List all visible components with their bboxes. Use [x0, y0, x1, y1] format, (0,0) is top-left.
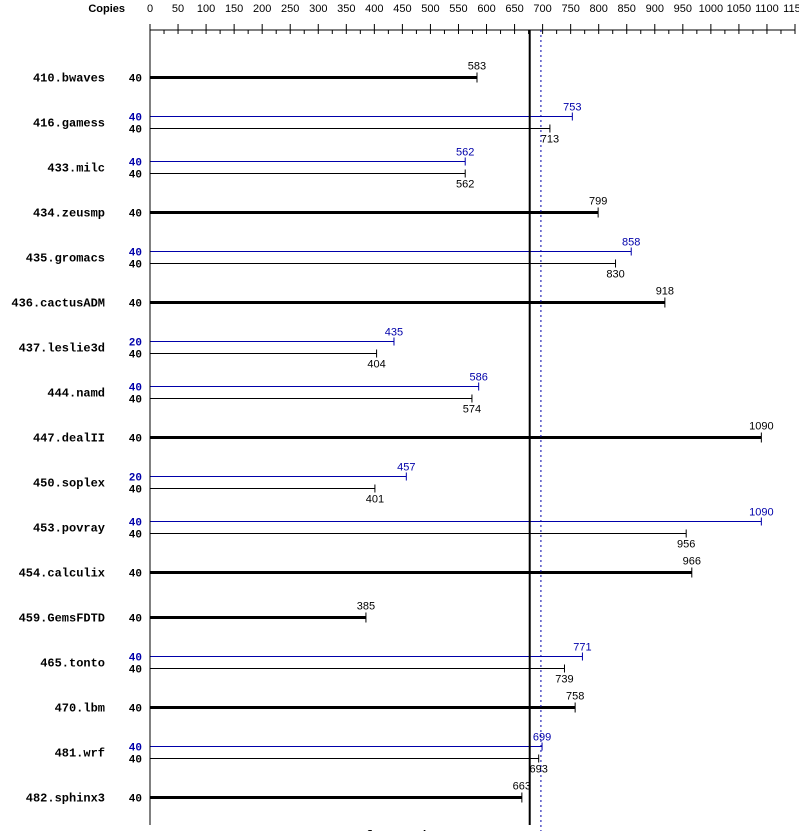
- axis-tick-label: 650: [505, 3, 523, 15]
- base-copies: 40: [129, 170, 142, 182]
- base-value: 830: [606, 269, 624, 281]
- benchmark-label: 470.lbm: [55, 702, 105, 716]
- axis-tick-label: 600: [477, 3, 495, 15]
- benchmark-label: 433.milc: [47, 162, 105, 176]
- peak-copies: 40: [129, 653, 142, 665]
- base-copies: 40: [129, 485, 142, 497]
- axis-tick-label: 800: [590, 3, 608, 15]
- axis-tick-label: 0: [147, 3, 153, 15]
- spec-rate-chart: 0 50 100 150 200 250 300 350 400 450 500 550 600 650 7…: [0, 0, 799, 831]
- peak-copies: 40: [129, 518, 142, 530]
- peak-value: 586: [469, 372, 487, 384]
- base-copies: 40: [129, 755, 142, 767]
- peak-copies: 40: [129, 158, 142, 170]
- axis-tick-label: 1100: [755, 3, 779, 15]
- peak-value: 457: [397, 462, 415, 474]
- base-value: 404: [367, 359, 385, 371]
- base-copies: 40: [129, 260, 142, 272]
- base-copies: 40: [129, 614, 142, 626]
- benchmark-label: 410.bwaves: [33, 72, 105, 86]
- peak-value: 858: [622, 237, 640, 249]
- base-value: 385: [357, 601, 375, 613]
- base-copies: 40: [129, 299, 142, 311]
- axis-tick-label: 1000: [699, 3, 723, 15]
- peak-copies: 40: [129, 248, 142, 260]
- axis-tick-label: 850: [618, 3, 636, 15]
- peak-value: 699: [533, 732, 551, 744]
- base-value: 562: [456, 179, 474, 191]
- peak-value: 771: [573, 642, 591, 654]
- axis-tick-label: 550: [449, 3, 467, 15]
- base-value: 693: [530, 764, 548, 776]
- benchmark-label: 436.cactusADM: [11, 297, 105, 311]
- base-value: 918: [656, 286, 674, 298]
- axis-tick-label: 300: [309, 3, 327, 15]
- peak-value: 562: [456, 147, 474, 159]
- copies-header: Copies: [88, 3, 125, 15]
- peak-value: 435: [385, 327, 403, 339]
- base-copies: 40: [129, 794, 142, 806]
- axis-tick-label: 950: [674, 3, 692, 15]
- base-copies: 40: [129, 395, 142, 407]
- benchmark-label: 435.gromacs: [26, 252, 105, 266]
- axis-tick-label: 700: [533, 3, 551, 15]
- axis-tick-label: 1050: [727, 3, 751, 15]
- axis-tick-label: 350: [337, 3, 355, 15]
- benchmark-label: 459.GemsFDTD: [19, 612, 105, 626]
- axis-tick-label: 450: [393, 3, 411, 15]
- peak-copies: 20: [129, 338, 142, 350]
- axis-tick-label: 1150: [783, 3, 799, 15]
- peak-copies: 40: [129, 743, 142, 755]
- benchmark-label: 416.gamess: [33, 117, 105, 131]
- base-value: 401: [366, 494, 384, 506]
- peak-copies: 40: [129, 383, 142, 395]
- benchmark-label: 450.soplex: [33, 477, 105, 491]
- benchmark-label: 454.calculix: [19, 567, 105, 581]
- base-value: 799: [589, 196, 607, 208]
- peak-value: 753: [563, 102, 581, 114]
- axis-tick-label: 900: [646, 3, 664, 15]
- benchmark-label: 444.namd: [47, 387, 105, 401]
- benchmark-label: 465.tonto: [40, 657, 105, 671]
- base-copies: 40: [129, 350, 142, 362]
- axis-tick-label: 250: [281, 3, 299, 15]
- base-copies: 40: [129, 74, 142, 86]
- peak-copies: 20: [129, 473, 142, 485]
- axis-tick-label: 50: [172, 3, 184, 15]
- peak-value: 1090: [749, 507, 773, 519]
- benchmark-label: 437.leslie3d: [19, 342, 105, 356]
- base-value: 739: [555, 674, 573, 686]
- base-value: 1090: [749, 421, 773, 433]
- base-copies: 40: [129, 209, 142, 221]
- axis-tick-label: 200: [253, 3, 271, 15]
- axis-tick-label: 400: [365, 3, 383, 15]
- axis-tick-label: 100: [197, 3, 215, 15]
- base-value: 966: [683, 556, 701, 568]
- benchmark-label: 447.dealII: [33, 432, 105, 446]
- base-value: 956: [677, 539, 695, 551]
- base-copies: 40: [129, 704, 142, 716]
- base-value: 574: [463, 404, 481, 416]
- base-value: 583: [468, 61, 486, 73]
- base-value: 758: [566, 691, 584, 703]
- benchmark-label: 482.sphinx3: [26, 792, 105, 806]
- base-copies: 40: [129, 125, 142, 137]
- axis-tick-label: 500: [421, 3, 439, 15]
- axis-tick-label: 750: [561, 3, 579, 15]
- base-copies: 40: [129, 569, 142, 581]
- peak-copies: 40: [129, 113, 142, 125]
- base-copies: 40: [129, 530, 142, 542]
- axis-tick-label: 150: [225, 3, 243, 15]
- base-value: 713: [541, 134, 559, 146]
- benchmark-label: 434.zeusmp: [33, 207, 105, 221]
- base-value: 663: [513, 781, 531, 793]
- benchmark-label: 481.wrf: [55, 747, 105, 761]
- base-copies: 40: [129, 434, 142, 446]
- base-copies: 40: [129, 665, 142, 677]
- benchmark-label: 453.povray: [33, 522, 105, 536]
